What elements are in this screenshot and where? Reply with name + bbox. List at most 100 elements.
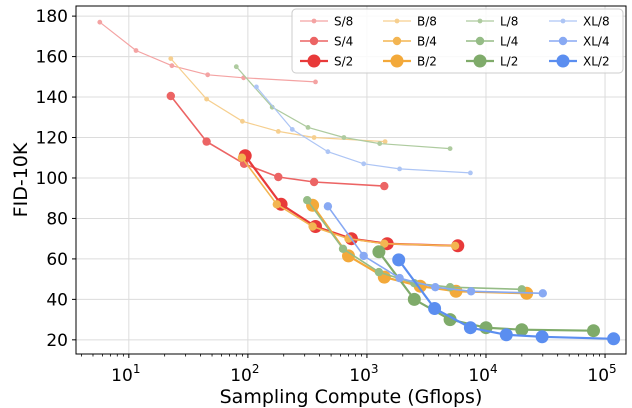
data-point	[428, 302, 442, 315]
legend-swatch-marker	[558, 36, 568, 46]
legend-swatch-marker	[311, 18, 317, 24]
legend-item: L/4	[466, 35, 518, 49]
series-xl-8	[254, 84, 473, 176]
y-tick-label: 60	[46, 250, 68, 270]
data-point	[169, 63, 175, 69]
x-axis-label: Sampling Compute (Gflops)	[220, 386, 483, 408]
data-point	[463, 321, 477, 335]
data-point	[325, 149, 331, 155]
data-point	[240, 118, 245, 124]
data-point	[466, 287, 476, 296]
y-axis-label: FID-10K	[10, 142, 32, 217]
plot-frame	[75, 5, 627, 355]
y-tick-label: 40	[46, 290, 68, 310]
y-tick-label: 100	[36, 169, 68, 189]
data-point	[275, 129, 281, 134]
legend-label: B/4	[417, 35, 437, 49]
data-point	[445, 283, 455, 292]
y-tick-label: 160	[36, 48, 68, 68]
legend-label: S/4	[334, 35, 353, 49]
data-point	[607, 332, 621, 346]
series-line	[397, 259, 614, 340]
data-point	[342, 249, 355, 263]
legend-label: B/2	[417, 55, 437, 69]
legend-box	[291, 8, 624, 74]
series-s-4	[166, 91, 389, 191]
legend-item: B/2	[383, 54, 437, 69]
legend-item: XL/2	[549, 54, 610, 69]
series-line	[99, 21, 316, 83]
data-point	[269, 104, 275, 110]
series-xl-2	[392, 253, 621, 346]
data-point	[359, 251, 368, 261]
legend-item: L/8	[466, 15, 518, 29]
legend-item: B/8	[383, 15, 437, 29]
data-point	[274, 172, 283, 182]
series-line	[255, 86, 471, 174]
legend-label: XL/2	[583, 55, 610, 69]
legend-swatch-marker	[475, 36, 485, 46]
data-point	[380, 181, 389, 191]
data-point	[289, 126, 295, 132]
data-point	[204, 96, 210, 102]
series-s-8	[97, 19, 318, 85]
data-point	[205, 72, 211, 78]
legend-label: B/8	[417, 15, 437, 29]
y-tick-label: 80	[46, 209, 68, 229]
data-point	[313, 79, 318, 85]
y-tick-label: 20	[46, 331, 68, 351]
data-point	[303, 196, 312, 205]
data-point	[395, 273, 404, 283]
data-point	[447, 146, 453, 152]
data-point	[517, 285, 526, 294]
data-point	[443, 313, 457, 327]
data-point	[254, 84, 259, 90]
data-point	[202, 137, 211, 146]
data-point	[341, 135, 347, 140]
data-point	[587, 324, 600, 338]
data-point	[308, 222, 317, 231]
series-line	[235, 66, 451, 150]
y-tick-label: 120	[36, 129, 68, 149]
series-xl-4	[323, 202, 547, 298]
series-layer	[97, 19, 621, 346]
data-point	[237, 153, 247, 162]
legend-swatch-marker	[392, 36, 402, 46]
data-point	[431, 283, 440, 292]
legend-swatch-marker	[307, 54, 321, 68]
data-point	[499, 328, 513, 342]
legend-item: L/2	[466, 54, 518, 69]
data-point	[272, 200, 281, 209]
legend-item: B/4	[383, 35, 437, 49]
legend: S/8 S/4 S/2 B/8 B/4 B/2 L/8 L/4 L/2 XL/8 XL/4 XL/2	[291, 8, 624, 74]
data-point	[233, 64, 239, 70]
legend-swatch-marker	[473, 54, 487, 68]
legend-label: S/2	[334, 55, 353, 69]
legend-label: XL/4	[583, 35, 610, 49]
data-point	[168, 56, 174, 61]
data-point	[338, 244, 348, 253]
data-point	[97, 19, 103, 25]
data-point	[323, 202, 333, 211]
legend-label: XL/8	[583, 15, 610, 29]
legend-label: L/4	[500, 35, 518, 49]
legend-swatch-marker	[390, 54, 404, 68]
legend-swatch-marker	[394, 18, 400, 24]
data-point	[397, 166, 402, 172]
series-l-8	[233, 64, 453, 152]
data-point	[392, 253, 406, 267]
data-point	[166, 91, 175, 101]
data-point	[450, 241, 460, 250]
legend-item: XL/8	[549, 15, 610, 29]
series-line	[327, 205, 543, 295]
y-tick-label: 180	[36, 7, 68, 27]
legend-swatch-marker	[309, 36, 319, 46]
data-point	[407, 292, 421, 306]
data-point	[361, 161, 367, 167]
series-line	[170, 95, 385, 187]
data-point	[535, 330, 549, 344]
legend-swatch-marker	[556, 54, 570, 68]
legend-item: S/4	[300, 35, 353, 49]
